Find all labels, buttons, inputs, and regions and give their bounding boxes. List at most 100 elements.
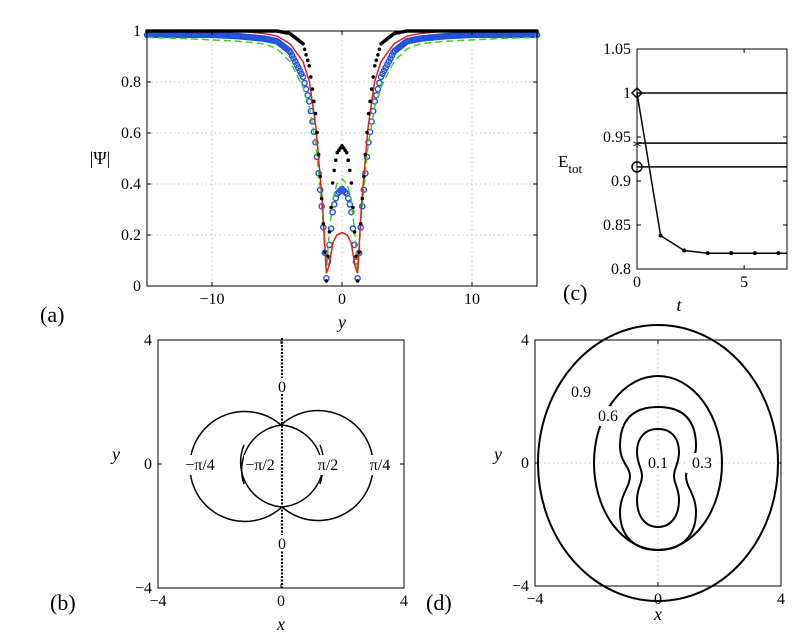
data-point xyxy=(355,279,360,283)
data-point xyxy=(304,92,312,99)
y-tick-label: 4 xyxy=(521,332,529,349)
x-tick-label: 0 xyxy=(277,593,285,610)
data-point xyxy=(313,111,318,116)
label-bg xyxy=(643,453,673,473)
label-bg xyxy=(686,453,716,473)
data-point xyxy=(316,152,321,157)
data-point xyxy=(309,75,313,79)
data-point xyxy=(341,188,349,196)
x-tick-label: 4 xyxy=(777,591,785,608)
data-point xyxy=(304,53,308,57)
data-point xyxy=(348,208,355,216)
data-point xyxy=(351,205,355,210)
data-point xyxy=(360,196,365,201)
y-tick-label: 0.4 xyxy=(121,176,141,193)
data-point xyxy=(377,47,382,52)
y-tick-label: 0.8 xyxy=(611,261,631,278)
data-point xyxy=(346,201,354,208)
panel-d-label: (d) xyxy=(426,590,452,615)
data-point xyxy=(324,279,329,283)
data-point xyxy=(318,174,323,179)
x-tick-label: 0 xyxy=(654,591,662,608)
decay-point xyxy=(682,248,687,253)
data-point xyxy=(332,168,337,173)
data-point xyxy=(321,222,326,226)
contour-label-neg-pi4: −π/4 xyxy=(185,457,215,474)
data-point xyxy=(307,64,312,68)
decay-point xyxy=(776,251,781,256)
y-tick-label: 1.05 xyxy=(603,41,631,58)
data-point xyxy=(299,73,307,81)
y-tick-label: 0.85 xyxy=(603,217,631,234)
contour-label-neg-pi2: −π/2 xyxy=(245,457,275,474)
panel-a-label: (a) xyxy=(40,302,64,327)
panel-b-ylabel: y xyxy=(110,444,120,464)
panel-c-label: (c) xyxy=(563,280,587,305)
contour-label-zero-bottom: 0 xyxy=(278,536,286,553)
data-point xyxy=(326,254,330,259)
y-tick-label: 0.8 xyxy=(121,74,141,91)
x-tick-label: −4 xyxy=(149,593,166,610)
y-tick-label: 1 xyxy=(623,85,631,102)
panel-c-frame xyxy=(636,48,788,270)
y-tick-label: −4 xyxy=(135,580,152,597)
data-point xyxy=(315,130,319,135)
y-tick-label: 0.9 xyxy=(611,173,631,190)
series-dashed xyxy=(147,36,537,274)
data-point xyxy=(323,250,327,255)
label-bg xyxy=(184,455,216,475)
x-tick-label: 4 xyxy=(400,593,408,610)
x-tick-label: 10 xyxy=(464,291,480,308)
panel-a-ylabel: |Ψ| xyxy=(90,148,111,168)
panel-a-xlabel: y xyxy=(336,312,346,332)
panel-c-ylabel: Etot xyxy=(558,152,583,176)
data-point xyxy=(344,150,349,155)
decay-line xyxy=(636,92,787,254)
data-point xyxy=(354,254,358,259)
contour-label-0.6: 0.6 xyxy=(598,408,618,425)
y-tick-label: 0.95 xyxy=(603,129,631,146)
data-point xyxy=(310,87,315,91)
panel-b-label: (b) xyxy=(50,590,76,615)
y-tick-label: 4 xyxy=(144,332,152,349)
data-point xyxy=(302,47,307,52)
data-point xyxy=(329,208,336,216)
contour-0.9 xyxy=(537,324,779,602)
y-tick-label: 0 xyxy=(521,455,529,472)
data-point xyxy=(368,99,372,104)
panel-c-ylabel-main: E xyxy=(558,152,568,171)
contour-label-zero-top: 0 xyxy=(278,379,286,396)
contour-label-0.3: 0.3 xyxy=(692,455,712,472)
decay-point xyxy=(658,233,663,238)
data-point xyxy=(352,230,357,234)
y-tick-label: 0 xyxy=(133,278,141,295)
data-point xyxy=(349,181,354,185)
label-bg xyxy=(276,535,288,551)
y-tick-label: −4 xyxy=(512,578,529,595)
label-bg xyxy=(366,455,394,475)
data-point xyxy=(357,250,362,255)
x-tick-label: 5 xyxy=(740,274,748,291)
data-point xyxy=(371,75,376,79)
y-tick-label: 1 xyxy=(133,23,141,40)
contour-label-0.9: 0.9 xyxy=(571,384,591,401)
panel-b-xlabel: x xyxy=(276,614,285,634)
data-point xyxy=(374,58,379,63)
contour-right-inner-upper xyxy=(281,424,324,485)
panel-c-xlabel: t xyxy=(676,295,682,315)
x-tick-label: 0 xyxy=(633,274,641,291)
contour-left-inner-lower xyxy=(239,444,283,508)
data-point xyxy=(362,174,366,179)
decay-point xyxy=(752,251,757,256)
decay-point xyxy=(705,251,710,256)
contour-label-0.1: 0.1 xyxy=(648,455,668,472)
panel-c-ylabel-sub: tot xyxy=(568,161,582,176)
panel-d-xlabel: x xyxy=(653,604,662,624)
data-point xyxy=(363,152,368,157)
x-tick-label: −4 xyxy=(526,591,543,608)
data-point xyxy=(376,79,383,87)
y-tick-label: 0.2 xyxy=(121,227,141,244)
data-point xyxy=(305,58,310,63)
